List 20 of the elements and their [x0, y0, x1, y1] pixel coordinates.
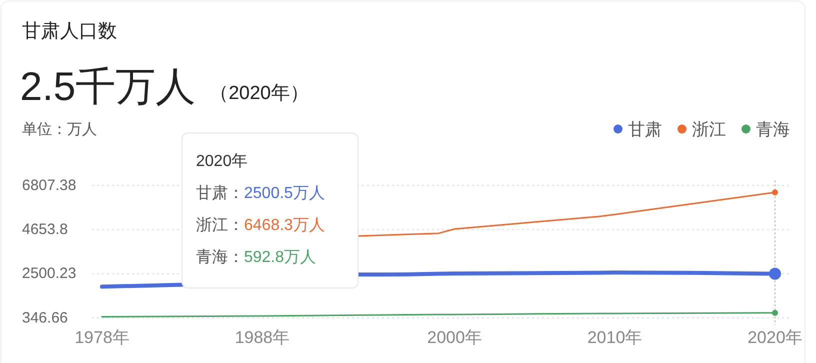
- y-axis-title: 单位：万人: [22, 121, 97, 138]
- y-tick-label: 6807.38: [22, 176, 76, 194]
- chart-subtitle: 2.5千万人: [20, 65, 196, 109]
- x-tick-label: 2020年: [748, 328, 802, 347]
- text: （2020年）: [210, 83, 309, 104]
- chart-title: 甘肃人口数: [22, 21, 117, 42]
- legend-label: 青海: [756, 120, 790, 139]
- legend-label: 浙江: [692, 120, 726, 139]
- annotation: 青海：592.8万人: [196, 248, 316, 266]
- x-tick-label: 2010年: [587, 328, 642, 347]
- tooltip: 2020年 甘肃：2500.5万人 浙江：6468.3万人 青海：592.8万人: [182, 132, 358, 288]
- legend-label: 甘肃: [628, 120, 662, 139]
- annotation: 浙江：6468.3万人: [196, 216, 325, 234]
- x-tick-label: 1978年: [74, 328, 130, 347]
- x-tick-label: 1988年: [234, 328, 290, 347]
- y-tick-label: 4653.8: [22, 221, 68, 238]
- annotation: 甘肃：2500.5万人: [196, 184, 325, 202]
- x-tick-label: 2000年: [427, 328, 482, 347]
- y-tick-label: 2500.23: [22, 265, 76, 282]
- y-tick-label: 346.66: [22, 309, 68, 326]
